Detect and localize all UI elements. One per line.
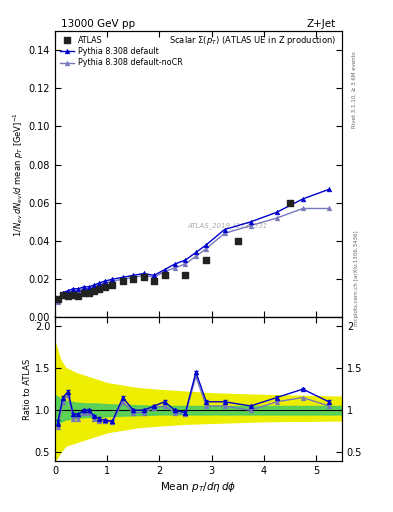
Pythia 8.308 default-noCR [81,286,86,292]
Legend: ATLAS, Pythia 8.308 default, Pythia 8.308 default-noCR: ATLAS, Pythia 8.308 default, Pythia 8.30… [57,32,186,71]
Pythia 8.308 default [66,288,70,294]
Pythia 8.308 default [204,242,209,248]
Pythia 8.308 default-noCR [121,276,125,282]
Pythia 8.308 default-noCR [327,205,331,211]
ATLAS [162,271,168,280]
X-axis label: Mean $p_T/d\eta\,d\phi$: Mean $p_T/d\eta\,d\phi$ [160,480,237,494]
ATLAS [70,291,76,300]
Pythia 8.308 default [300,196,305,202]
Pythia 8.308 default [173,261,177,267]
Pythia 8.308 default [131,272,136,279]
Pythia 8.308 default-noCR [183,261,188,267]
Pythia 8.308 default-noCR [86,286,91,292]
Text: ATLAS_2019_I1736531: ATLAS_2019_I1736531 [187,222,267,229]
Line: Pythia 8.308 default-noCR: Pythia 8.308 default-noCR [55,206,331,305]
Pythia 8.308 default-noCR [204,246,209,252]
Pythia 8.308 default-noCR [102,280,107,286]
Pythia 8.308 default-noCR [222,230,227,237]
Y-axis label: $1/N_{ev}\,dN_{ev}/d$ mean $p_T$ [GeV]$^{-1}$: $1/N_{ev}\,dN_{ev}/d$ mean $p_T$ [GeV]$^… [11,112,26,237]
ATLAS [109,281,116,289]
ATLAS [120,277,126,285]
Pythia 8.308 default [76,286,81,292]
ATLAS [151,277,157,285]
Pythia 8.308 default-noCR [55,299,60,305]
ATLAS [182,271,189,280]
ATLAS [91,287,97,295]
Pythia 8.308 default-noCR [173,265,177,271]
Pythia 8.308 default [121,274,125,281]
Pythia 8.308 default [248,219,253,225]
Pythia 8.308 default [183,257,188,263]
Pythia 8.308 default-noCR [248,223,253,229]
Pythia 8.308 default [81,284,86,290]
Pythia 8.308 default [102,278,107,284]
Pythia 8.308 default [71,286,75,292]
Text: Scalar $\Sigma(p_T)$ (ATLAS UE in Z production): Scalar $\Sigma(p_T)$ (ATLAS UE in Z prod… [169,34,336,47]
Pythia 8.308 default-noCR [131,274,136,281]
Pythia 8.308 default [61,289,65,295]
Pythia 8.308 default-noCR [110,278,115,284]
ATLAS [286,199,293,207]
Pythia 8.308 default [162,267,167,273]
Pythia 8.308 default-noCR [300,205,305,211]
ATLAS [75,292,82,301]
ATLAS [86,288,92,296]
ATLAS [235,237,241,245]
ATLAS [81,288,87,296]
Pythia 8.308 default-noCR [162,268,167,274]
ATLAS [101,283,108,291]
Pythia 8.308 default-noCR [97,282,102,288]
Pythia 8.308 default-noCR [92,284,97,290]
ATLAS [96,285,103,293]
Text: Rivet 3.1.10, ≥ 3.6M events: Rivet 3.1.10, ≥ 3.6M events [352,51,357,128]
Pythia 8.308 default [193,249,198,255]
Pythia 8.308 default-noCR [141,272,146,279]
Text: Z+Jet: Z+Jet [307,19,336,29]
Pythia 8.308 default-noCR [61,291,65,297]
Pythia 8.308 default [110,276,115,282]
Pythia 8.308 default [222,226,227,232]
Text: mcplots.cern.ch [arXiv:1306.3436]: mcplots.cern.ch [arXiv:1306.3436] [354,230,359,326]
Pythia 8.308 default [86,284,91,290]
ATLAS [130,275,136,283]
Line: Pythia 8.308 default: Pythia 8.308 default [55,187,331,303]
ATLAS [55,295,61,304]
Pythia 8.308 default [55,297,60,303]
Pythia 8.308 default [274,209,279,216]
ATLAS [141,273,147,282]
Pythia 8.308 default [327,186,331,193]
ATLAS [65,292,71,301]
Pythia 8.308 default-noCR [71,288,75,294]
Pythia 8.308 default-noCR [76,288,81,294]
Pythia 8.308 default [92,282,97,288]
Y-axis label: Ratio to ATLAS: Ratio to ATLAS [23,358,32,420]
Pythia 8.308 default [141,270,146,276]
Pythia 8.308 default-noCR [152,274,156,281]
Pythia 8.308 default-noCR [193,253,198,260]
Text: 13000 GeV pp: 13000 GeV pp [61,19,135,29]
Pythia 8.308 default [152,272,156,279]
Pythia 8.308 default-noCR [274,215,279,221]
ATLAS [203,256,209,264]
Pythia 8.308 default [97,280,102,286]
ATLAS [60,290,66,298]
Pythia 8.308 default-noCR [66,289,70,295]
